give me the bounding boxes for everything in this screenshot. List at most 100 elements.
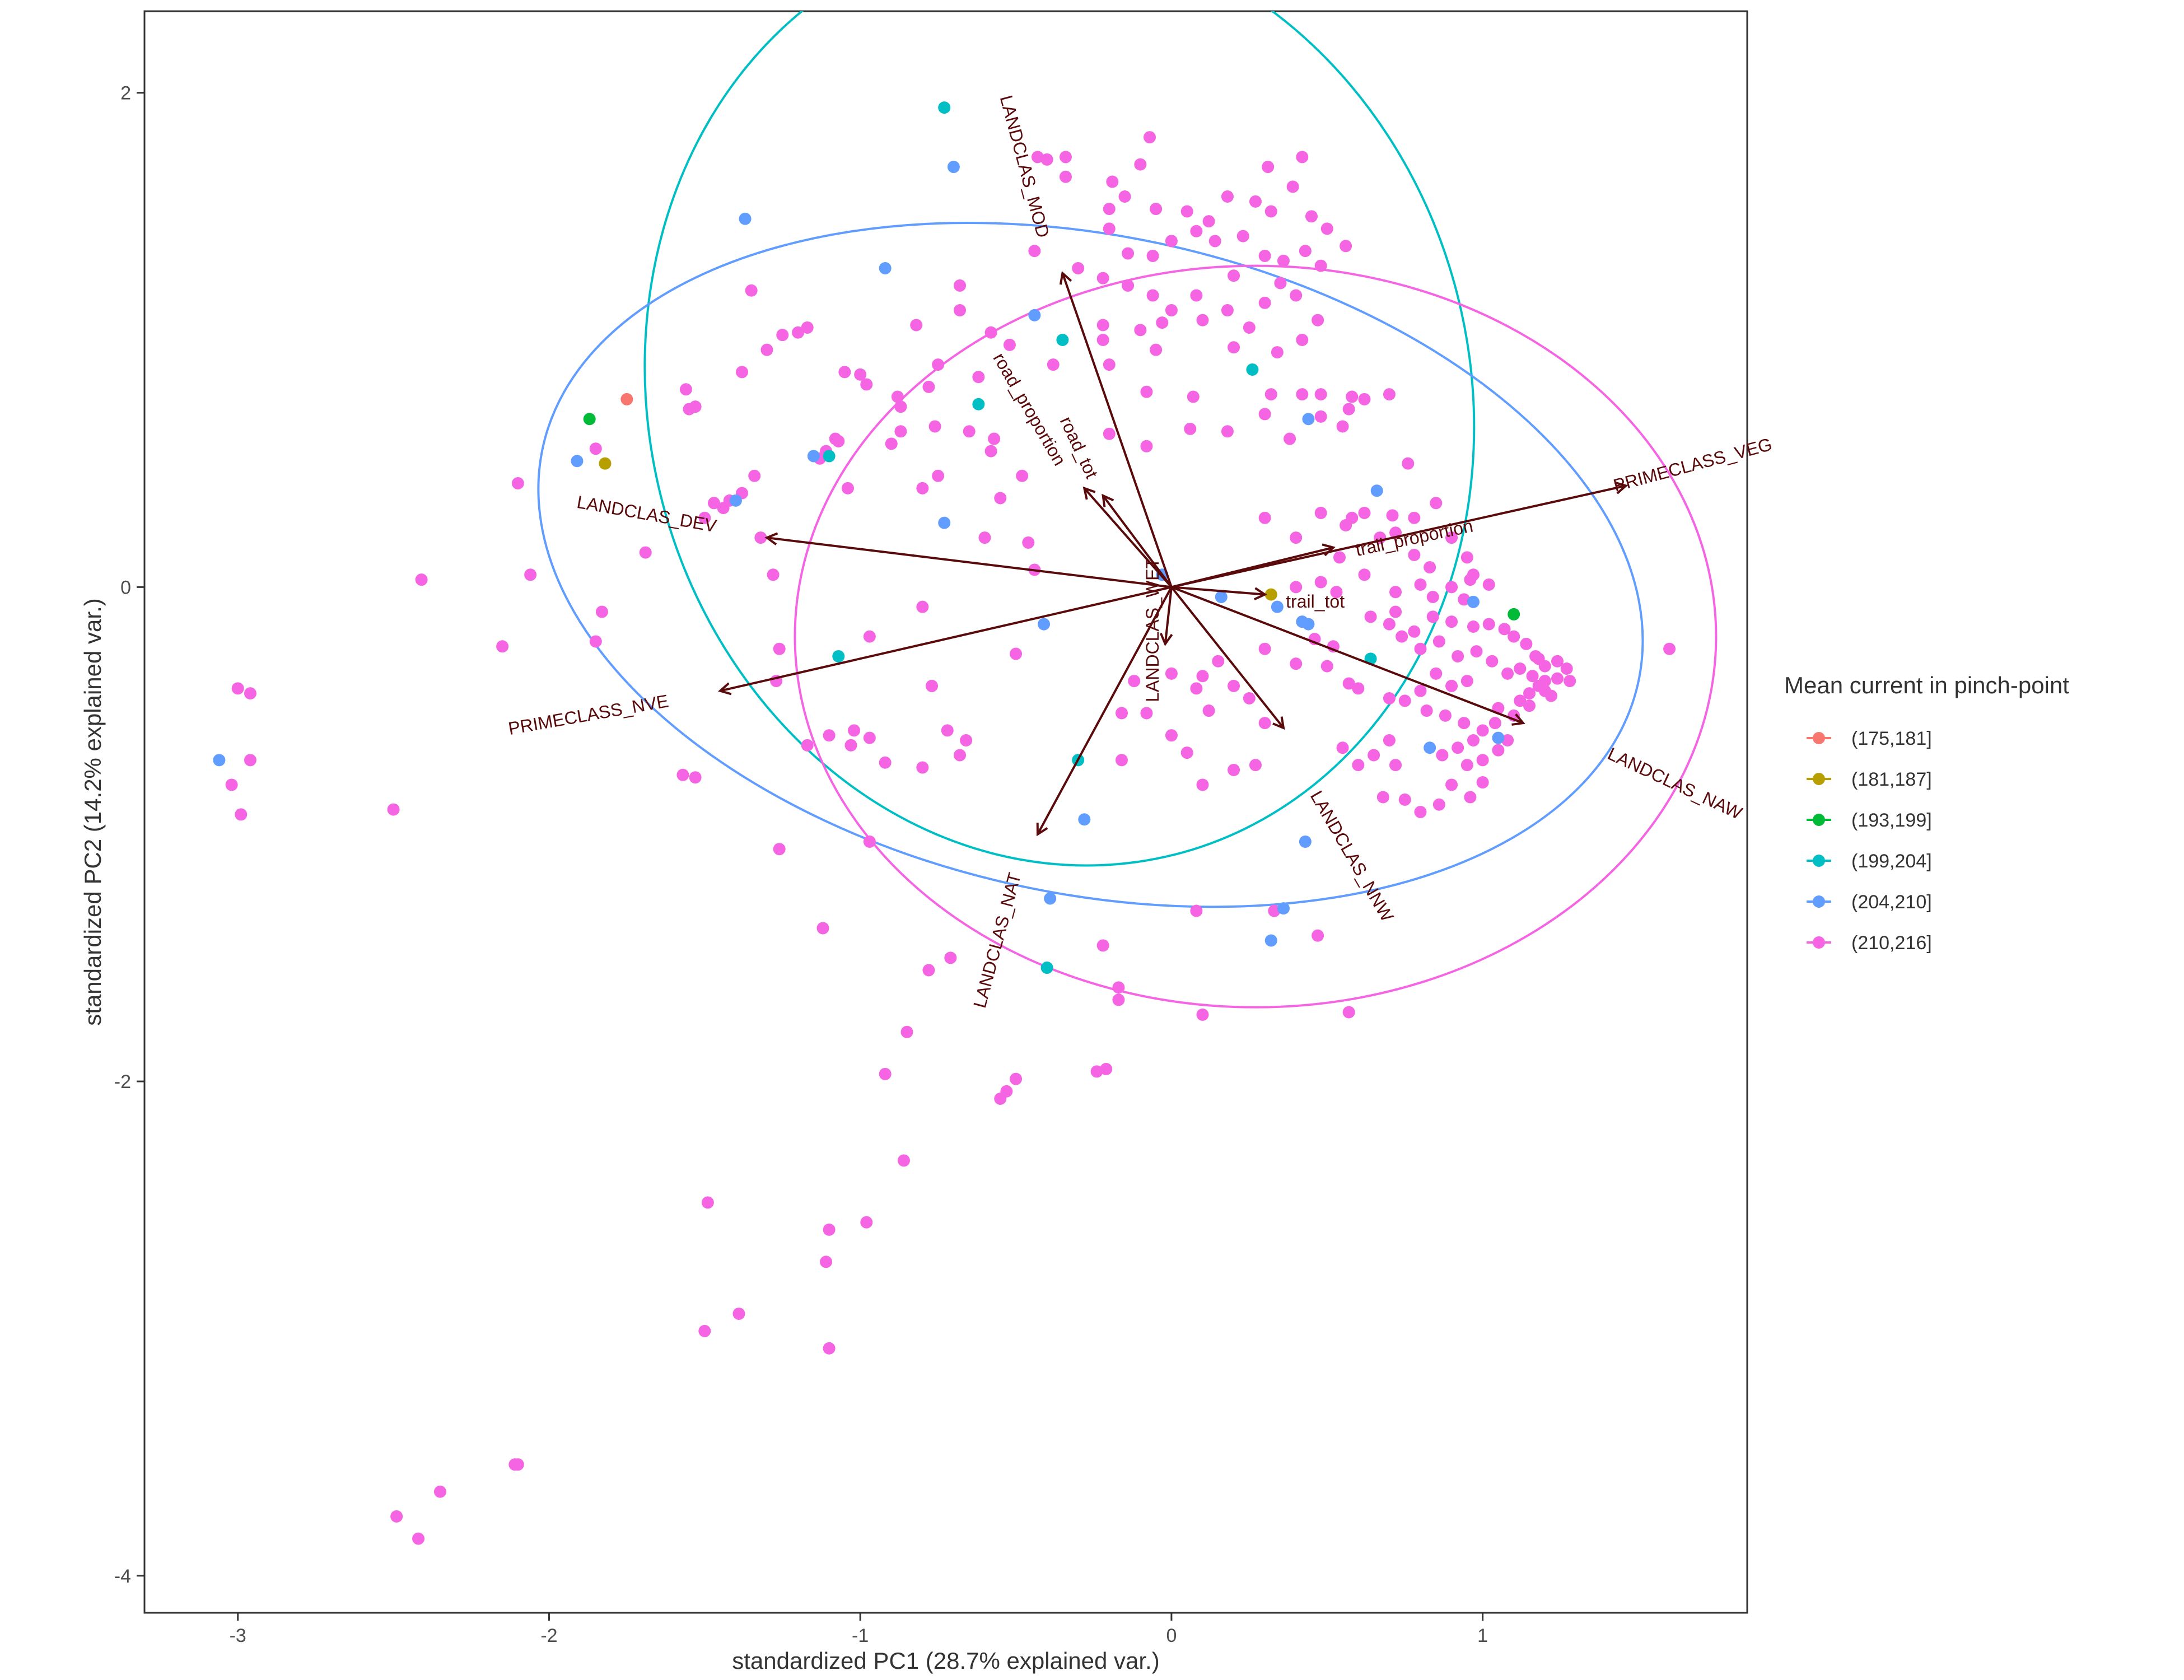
data-point (1445, 581, 1458, 594)
data-point (932, 469, 945, 482)
data-point (1268, 904, 1281, 917)
data-point (1551, 672, 1564, 685)
y-tick-label: 0 (120, 577, 131, 598)
data-point (1096, 272, 1109, 284)
data-point (1460, 675, 1473, 688)
data-point (916, 600, 929, 613)
legend-label: (204,210] (1851, 892, 1932, 913)
data-point (1458, 593, 1471, 606)
data-point (841, 482, 854, 494)
data-point (676, 768, 689, 781)
data-point (820, 1256, 833, 1268)
data-point (1302, 618, 1315, 631)
data-point (415, 573, 428, 586)
data-point (1342, 1006, 1355, 1019)
data-point (916, 482, 929, 494)
data-point (1389, 605, 1402, 618)
data-point (1228, 341, 1240, 354)
data-point (1165, 667, 1178, 680)
data-point (1508, 630, 1520, 643)
data-point (894, 425, 907, 438)
data-point (1264, 934, 1277, 947)
data-point (1333, 551, 1346, 564)
data-point (1336, 420, 1349, 433)
data-point (707, 497, 720, 510)
data-point (801, 739, 814, 752)
loading-arrow (1103, 496, 1173, 588)
data-point (1452, 741, 1464, 754)
data-point (944, 951, 957, 964)
data-point (1090, 1065, 1103, 1078)
data-point (1383, 692, 1396, 704)
data-point (1165, 235, 1178, 248)
data-point (1228, 679, 1240, 692)
data-point (1103, 358, 1116, 371)
data-point (1180, 746, 1193, 759)
data-point (1243, 321, 1256, 334)
data-point (1258, 408, 1271, 421)
data-point (1498, 623, 1511, 636)
data-point (1358, 393, 1371, 405)
data-point (1078, 813, 1091, 826)
data-point (767, 568, 780, 581)
data-point (1264, 388, 1277, 401)
data-point (1040, 153, 1053, 166)
data-point (1258, 717, 1271, 730)
data-point (1221, 190, 1234, 203)
legend-label: (210,216] (1851, 932, 1932, 954)
data-point (1236, 230, 1249, 242)
data-point (941, 724, 954, 737)
data-point (1134, 158, 1147, 171)
data-point (1296, 151, 1309, 164)
data-point (225, 778, 238, 791)
data-point (1368, 749, 1380, 762)
data-point (583, 413, 596, 426)
data-point (1296, 388, 1309, 401)
data-point (1314, 410, 1327, 423)
data-point (1038, 618, 1051, 631)
data-point (1190, 225, 1203, 237)
data-point (1386, 509, 1399, 522)
data-point (1398, 694, 1411, 707)
data-point (387, 803, 400, 816)
data-point (1286, 180, 1299, 193)
data-point (1115, 707, 1128, 720)
loading-arrow (1171, 586, 1523, 723)
data-point (1305, 210, 1318, 223)
data-point (854, 368, 867, 381)
data-point (683, 403, 696, 416)
loading-arrow (1171, 548, 1333, 589)
data-point (1215, 591, 1228, 604)
data-point (1118, 190, 1131, 203)
data-point (1501, 667, 1514, 680)
data-point (1560, 662, 1573, 675)
data-point (571, 455, 584, 468)
data-point (1184, 422, 1197, 435)
data-point (244, 687, 256, 700)
data-point (1364, 610, 1377, 623)
data-point (1122, 279, 1135, 292)
data-point (1430, 667, 1443, 680)
data-point (1514, 694, 1527, 707)
data-point (1486, 655, 1499, 668)
data-point (823, 729, 836, 742)
data-point (1187, 390, 1200, 403)
data-point (1408, 625, 1421, 638)
data-point (1414, 684, 1427, 697)
data-point (932, 358, 945, 371)
data-point (1426, 610, 1439, 623)
data-point (1467, 620, 1480, 633)
data-point (1501, 734, 1514, 747)
data-point (1056, 334, 1069, 347)
ellipses-layer (537, 11, 1718, 1009)
data-point (1100, 1063, 1113, 1076)
data-point (801, 321, 814, 334)
data-point (390, 1510, 403, 1523)
data-point (1452, 650, 1464, 662)
data-point (1467, 595, 1480, 608)
data-point (1467, 734, 1480, 747)
points-layer (213, 101, 1676, 1545)
data-point (885, 437, 898, 450)
data-point (717, 502, 730, 515)
data-point (732, 1307, 745, 1320)
